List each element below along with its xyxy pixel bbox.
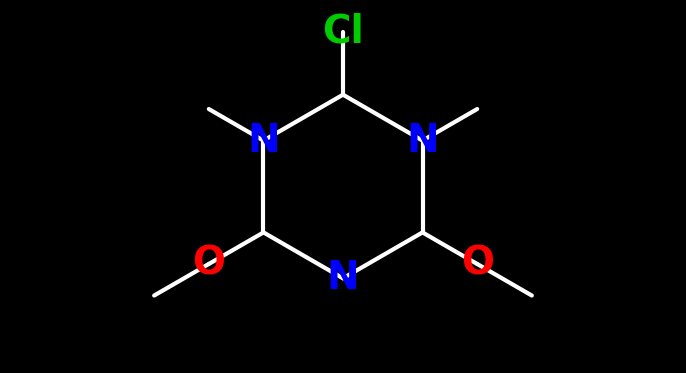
Text: Cl: Cl [322,13,364,51]
Text: O: O [461,245,494,283]
Text: O: O [192,245,225,283]
Text: N: N [247,122,280,160]
Text: N: N [406,122,439,160]
Text: N: N [327,259,359,297]
